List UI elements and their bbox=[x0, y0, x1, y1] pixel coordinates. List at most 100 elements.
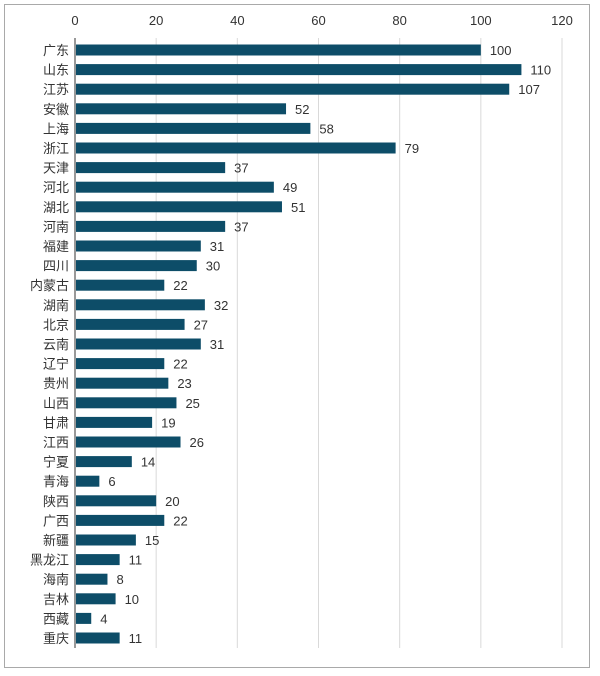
data-label: 11 bbox=[129, 631, 143, 646]
bar bbox=[76, 416, 153, 428]
bar bbox=[76, 377, 169, 389]
bar bbox=[76, 44, 481, 56]
data-label: 15 bbox=[145, 533, 159, 548]
bar bbox=[76, 554, 120, 566]
data-label: 19 bbox=[161, 415, 175, 430]
data-label: 6 bbox=[108, 474, 115, 489]
bar bbox=[76, 260, 197, 272]
data-label: 27 bbox=[194, 317, 208, 332]
category-label: 天津 bbox=[43, 161, 69, 176]
bar bbox=[76, 240, 201, 252]
category-label: 新疆 bbox=[43, 533, 69, 548]
category-label: 吉林 bbox=[43, 592, 69, 607]
data-label: 8 bbox=[116, 572, 123, 587]
category-label: 山西 bbox=[43, 396, 69, 411]
data-label: 11 bbox=[129, 553, 143, 568]
data-label: 52 bbox=[295, 102, 309, 117]
data-label: 14 bbox=[141, 455, 155, 470]
bar bbox=[76, 593, 116, 605]
bar bbox=[76, 475, 100, 487]
x-tick-label: 40 bbox=[230, 13, 244, 28]
bar bbox=[76, 220, 226, 232]
category-label: 甘肃 bbox=[43, 415, 69, 430]
bar bbox=[76, 514, 165, 526]
data-label: 4 bbox=[100, 611, 107, 626]
bar bbox=[76, 397, 177, 409]
data-label: 25 bbox=[185, 396, 199, 411]
data-label: 107 bbox=[518, 82, 540, 97]
bar bbox=[76, 573, 108, 585]
category-label: 辽宁 bbox=[43, 357, 69, 372]
bar bbox=[76, 534, 136, 546]
category-label: 河北 bbox=[43, 180, 69, 195]
bar bbox=[76, 162, 226, 174]
category-label: 北京 bbox=[43, 317, 69, 332]
category-label: 上海 bbox=[43, 121, 69, 136]
x-tick-label: 120 bbox=[551, 13, 573, 28]
bar bbox=[76, 612, 92, 624]
category-label: 宁夏 bbox=[43, 455, 69, 470]
data-label: 30 bbox=[206, 259, 220, 274]
category-label: 西藏 bbox=[43, 611, 69, 626]
data-label: 22 bbox=[173, 513, 187, 528]
bar bbox=[76, 456, 132, 468]
data-label: 51 bbox=[291, 200, 305, 215]
bar bbox=[76, 318, 185, 330]
x-tick-label: 100 bbox=[470, 13, 492, 28]
category-label: 四川 bbox=[43, 259, 69, 274]
data-label: 32 bbox=[214, 298, 228, 313]
bar bbox=[76, 181, 274, 193]
data-label: 22 bbox=[173, 357, 187, 372]
category-label: 贵州 bbox=[43, 376, 69, 391]
bar bbox=[76, 436, 181, 448]
category-label: 广东 bbox=[43, 43, 69, 58]
bar bbox=[76, 142, 396, 154]
data-label: 31 bbox=[210, 337, 224, 352]
category-label: 青海 bbox=[43, 474, 69, 489]
bar bbox=[76, 279, 165, 291]
data-label: 79 bbox=[405, 141, 419, 156]
data-label: 110 bbox=[530, 63, 551, 78]
chart-frame bbox=[4, 4, 590, 668]
data-label: 37 bbox=[234, 161, 248, 176]
data-label: 22 bbox=[173, 278, 187, 293]
data-label: 26 bbox=[190, 435, 204, 450]
category-label: 陕西 bbox=[43, 494, 69, 509]
category-label: 浙江 bbox=[43, 141, 69, 156]
bar bbox=[76, 64, 522, 76]
bar bbox=[76, 122, 311, 134]
data-label: 31 bbox=[210, 239, 224, 254]
bar bbox=[76, 495, 157, 507]
category-label: 广西 bbox=[43, 513, 69, 528]
category-label: 云南 bbox=[43, 337, 69, 352]
category-label: 河南 bbox=[43, 219, 69, 234]
category-label: 福建 bbox=[43, 239, 69, 254]
bar bbox=[76, 299, 205, 311]
bar bbox=[76, 83, 510, 95]
data-label: 23 bbox=[177, 376, 191, 391]
category-label: 重庆 bbox=[43, 631, 69, 646]
bar bbox=[76, 103, 287, 115]
category-label: 江苏 bbox=[43, 82, 69, 97]
category-label: 江西 bbox=[43, 435, 69, 450]
data-label: 49 bbox=[283, 180, 297, 195]
data-label: 10 bbox=[125, 592, 139, 607]
data-label: 20 bbox=[165, 494, 179, 509]
category-label: 海南 bbox=[43, 572, 69, 587]
category-label: 山东 bbox=[43, 63, 69, 78]
x-tick-label: 20 bbox=[149, 13, 163, 28]
data-label: 37 bbox=[234, 219, 248, 234]
bar bbox=[76, 358, 165, 370]
bar bbox=[76, 338, 201, 350]
category-label: 安徽 bbox=[43, 102, 69, 117]
data-label: 58 bbox=[319, 121, 333, 136]
category-label: 内蒙古 bbox=[30, 278, 69, 293]
bar bbox=[76, 201, 282, 213]
category-label: 湖北 bbox=[43, 200, 69, 215]
x-tick-label: 60 bbox=[311, 13, 325, 28]
category-label: 湖南 bbox=[43, 298, 69, 313]
data-label: 100 bbox=[490, 43, 512, 58]
bar bbox=[76, 632, 120, 644]
category-label: 黑龙江 bbox=[30, 553, 69, 568]
